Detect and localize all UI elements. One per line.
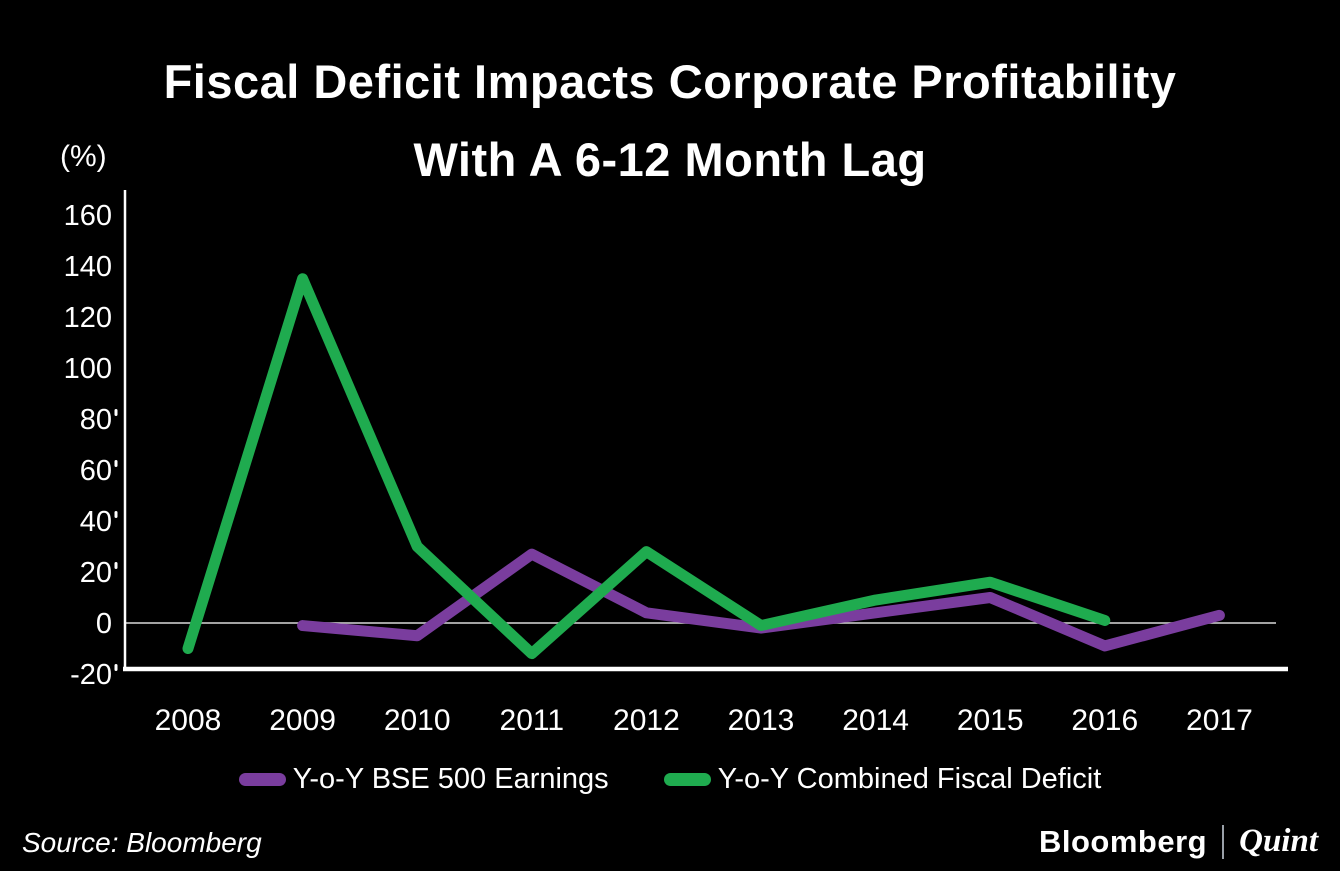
- legend-label-combined-fiscal-deficit: Y-o-Y Combined Fiscal Deficit: [717, 763, 1102, 795]
- x-tick-label: 2013: [728, 704, 795, 737]
- y-minor-tick: [114, 409, 118, 416]
- x-tick-label: 2009: [269, 704, 336, 737]
- bloombergquint-logo: Bloomberg Quint: [1039, 823, 1318, 860]
- y-tick-label: 0: [96, 608, 112, 640]
- x-tick-label: 2011: [500, 704, 565, 737]
- chart-title: Fiscal Deficit Impacts Corporate Profita…: [0, 43, 1340, 197]
- x-tick-label: 2008: [155, 704, 222, 737]
- legend: Y-o-Y BSE 500 Earnings Y-o-Y Combined Fi…: [0, 763, 1340, 796]
- x-tick-label: 2015: [957, 704, 1024, 737]
- quint-wordmark: Quint: [1239, 823, 1318, 859]
- y-tick-label: 40: [80, 506, 112, 538]
- y-tick-label: 20: [80, 557, 112, 589]
- x-tick-label: 2017: [1186, 704, 1253, 737]
- chart-title-line2: With A 6-12 Month Lag: [413, 132, 927, 186]
- legend-label-bse-500-earnings: Y-o-Y BSE 500 Earnings: [292, 763, 609, 795]
- logo-separator-bar: [1222, 824, 1225, 859]
- legend-item-bse-500-earnings: Y-o-Y BSE 500 Earnings: [238, 763, 609, 796]
- y-tick-label: 100: [64, 353, 112, 385]
- legend-swatch-green: [663, 773, 711, 786]
- source-credit: Source: Bloomberg: [22, 827, 262, 858]
- y-tick-label: 120: [64, 302, 112, 334]
- y-tick-label: 80: [80, 404, 112, 436]
- legend-swatch-purple: [238, 773, 286, 786]
- x-tick-label: 2014: [842, 704, 909, 737]
- y-minor-tick: [114, 460, 118, 467]
- y-minor-tick: [114, 664, 118, 671]
- y-minor-tick: [114, 562, 118, 569]
- x-tick-label: 2012: [613, 704, 680, 737]
- series-line-y-o-y-combined-fiscal-deficit: [182, 273, 1111, 660]
- bloomberg-wordmark: Bloomberg: [1039, 823, 1208, 859]
- y-tick-label: 60: [80, 455, 112, 487]
- chart-title-line1: Fiscal Deficit Impacts Corporate Profita…: [163, 55, 1177, 109]
- y-minor-tick: [114, 511, 118, 518]
- y-tick-label: -20: [70, 659, 112, 691]
- y-axis-unit-label: (%): [60, 140, 107, 173]
- legend-item-combined-fiscal-deficit: Y-o-Y Combined Fiscal Deficit: [663, 763, 1102, 796]
- x-tick-label: 2010: [384, 704, 451, 737]
- y-tick-label: 140: [64, 251, 112, 283]
- y-tick-label: 160: [64, 200, 112, 232]
- x-tick-label: 2016: [1071, 704, 1138, 737]
